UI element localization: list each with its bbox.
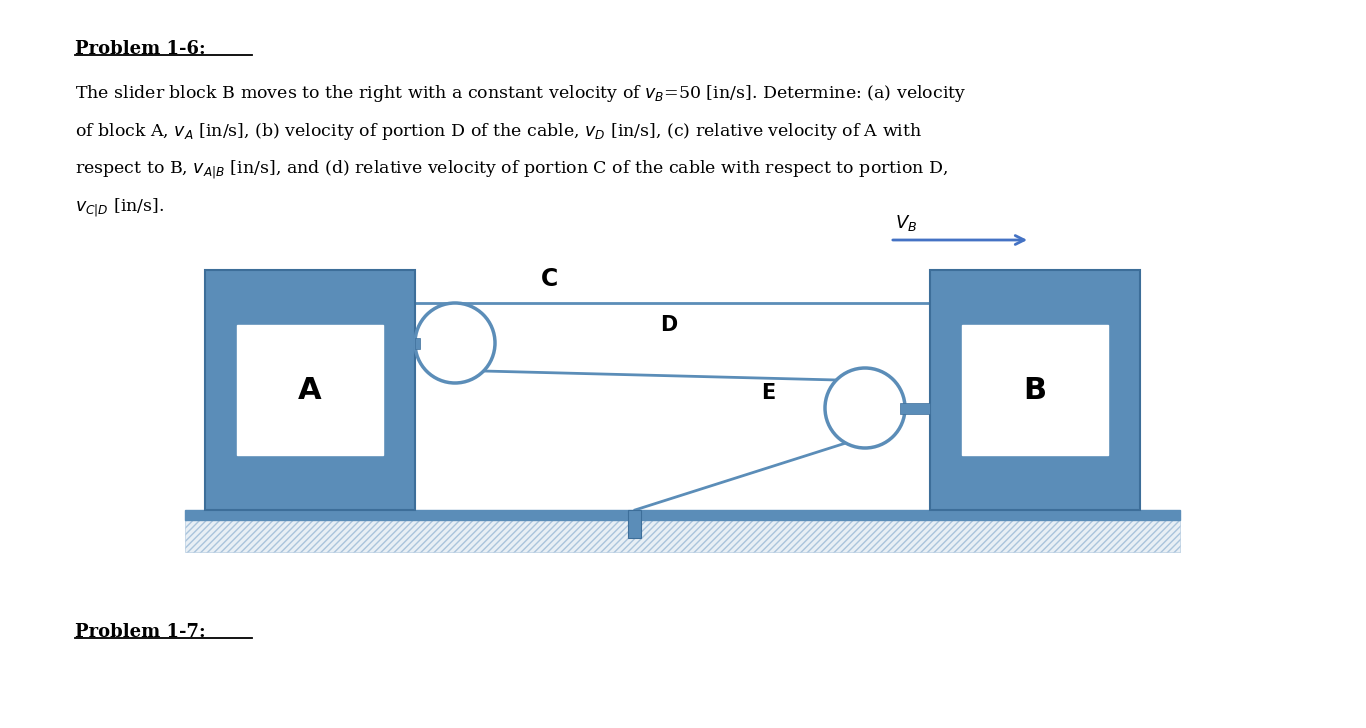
Bar	[415, 338, 419, 349]
Circle shape	[415, 303, 494, 383]
Text: B: B	[1023, 376, 1046, 405]
Text: Problem 1-7:: Problem 1-7:	[75, 623, 206, 641]
Text: Problem 1-6:: Problem 1-6:	[75, 40, 206, 58]
Text: $V_B$: $V_B$	[895, 213, 917, 233]
Text: of block A, $v_A$ [in/s], (b) velocity of portion D of the cable, $v_D$ [in/s], : of block A, $v_A$ [in/s], (b) velocity o…	[75, 121, 922, 142]
Bar	[205, 270, 415, 510]
Bar	[184, 510, 1180, 520]
Bar	[900, 403, 930, 414]
Text: D: D	[660, 315, 678, 335]
Bar	[930, 270, 1141, 510]
Circle shape	[825, 368, 906, 448]
Text: E: E	[761, 383, 775, 403]
Text: A: A	[298, 376, 322, 405]
Text: $v_{C|D}$ [in/s].: $v_{C|D}$ [in/s].	[75, 197, 164, 219]
Bar	[628, 510, 642, 538]
Text: respect to B, $v_{A|B}$ [in/s], and (d) relative velocity of portion C of the ca: respect to B, $v_{A|B}$ [in/s], and (d) …	[75, 159, 948, 181]
Text: C: C	[541, 267, 559, 291]
Bar	[962, 325, 1108, 455]
Bar	[184, 520, 1180, 552]
Bar	[236, 325, 382, 455]
Text: The slider block B moves to the right with a constant velocity of $v_B$=50 [in/s: The slider block B moves to the right wi…	[75, 83, 966, 104]
